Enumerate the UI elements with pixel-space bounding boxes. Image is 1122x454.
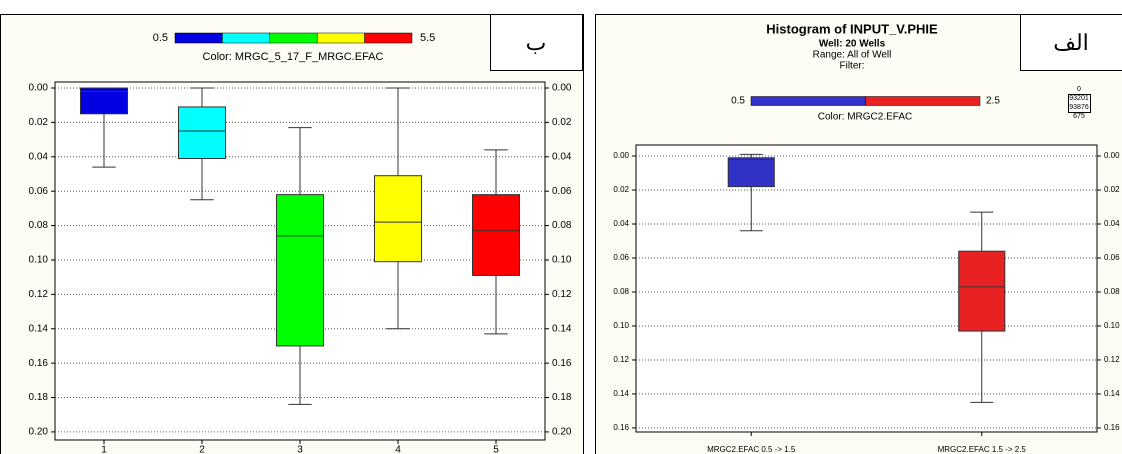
x-tick-label: 4 — [395, 445, 401, 454]
y2-tick-label: 0.00 — [1104, 151, 1120, 160]
y-tick-label: 0.04 — [613, 219, 629, 228]
x-tick-label: 1 — [101, 445, 107, 454]
y2-tick-label: 0.00 — [552, 83, 572, 94]
panel: ب 0.5 5.5 Color: MRGC_5_17_F_MRGC.EFAC 0… — [0, 14, 584, 454]
stats-value: 0 — [1077, 86, 1081, 93]
colorbar-segment — [269, 32, 318, 44]
y-tick-label: 0.02 — [613, 185, 629, 194]
legend-max: 2.5 — [986, 96, 1000, 107]
y-tick-label: 0.06 — [29, 186, 49, 197]
y-tick-label: 0.06 — [613, 253, 629, 262]
panel: الف Histogram of INPUT_V.PHIE Well: 20 W… — [595, 14, 1122, 454]
x-tick-label: 2 — [199, 445, 205, 454]
colorbar-segment — [865, 96, 981, 106]
colorbar-segment — [222, 32, 271, 44]
chart-title: Histogram of INPUT_V.PHIE — [766, 21, 938, 36]
y2-tick-label: 0.14 — [1104, 389, 1120, 398]
y2-tick-label: 0.04 — [1104, 219, 1120, 228]
y2-tick-label: 0.02 — [1104, 185, 1120, 194]
y2-tick-label: 0.18 — [552, 392, 572, 403]
y-tick-label: 0.16 — [613, 423, 629, 432]
color-label: Color: MRGC2.EFAC — [818, 112, 912, 123]
y-tick-label: 0.04 — [29, 151, 49, 162]
y2-tick-label: 0.12 — [1104, 355, 1120, 364]
x-tick-label: MRGC2.EFAC 0.5 -> 1.5 — [707, 445, 796, 454]
y-tick-label: 0.16 — [29, 358, 49, 369]
y2-tick-label: 0.08 — [1104, 287, 1120, 296]
y2-tick-label: 0.06 — [552, 186, 572, 197]
chart-subtitle: Well: 20 Wells — [819, 39, 886, 50]
x-tick-label: 3 — [297, 445, 303, 454]
y2-tick-label: 0.06 — [1104, 253, 1120, 262]
colorbar-segment — [174, 32, 223, 44]
y-tick-label: 0.02 — [29, 117, 49, 128]
plot-area — [635, 144, 1098, 433]
y-tick-label: 0.14 — [613, 389, 629, 398]
y2-tick-label: 0.14 — [552, 323, 572, 334]
y2-tick-label: 0.10 — [552, 255, 572, 266]
y-tick-label: 0.10 — [613, 321, 629, 330]
y2-tick-label: 0.16 — [552, 358, 572, 369]
colorbar-segment — [364, 32, 413, 44]
range-text: Range: All of Well — [813, 50, 892, 61]
y-tick-label: 0.00 — [29, 83, 49, 94]
y-tick-label: 0.14 — [29, 323, 49, 334]
y-tick-label: 0.08 — [29, 220, 49, 231]
y-tick-label: 0.18 — [29, 392, 49, 403]
box — [958, 250, 1006, 332]
y-tick-label: 0.00 — [613, 151, 629, 160]
y-tick-label: 0.10 — [29, 255, 49, 266]
stats-box — [1068, 94, 1091, 113]
stats-value: 675 — [1073, 113, 1085, 120]
y2-tick-label: 0.12 — [552, 289, 572, 300]
y2-tick-label: 0.02 — [552, 117, 572, 128]
legend-min: 0.5 — [731, 96, 745, 107]
x-tick-label: MRGC2.EFAC 1.5 -> 2.5 — [938, 445, 1027, 454]
y2-tick-label: 0.16 — [1104, 423, 1120, 432]
y2-tick-label: 0.08 — [552, 220, 572, 231]
color-label: Color: MRGC_5_17_F_MRGC.EFAC — [203, 51, 384, 63]
label-box — [490, 14, 583, 71]
legend-min: 0.5 — [153, 32, 168, 44]
filter-text: Filter: — [840, 61, 865, 72]
y2-tick-label: 0.20 — [552, 427, 572, 438]
panel-label: ب — [526, 30, 547, 55]
box — [275, 194, 325, 347]
colorbar-segment — [316, 32, 365, 44]
box — [373, 175, 423, 263]
box — [79, 87, 129, 115]
box — [727, 157, 775, 188]
label-box — [1020, 14, 1122, 71]
stats-value: 93201 — [1069, 95, 1089, 102]
y-tick-label: 0.20 — [29, 427, 49, 438]
y-tick-label: 0.12 — [29, 289, 49, 300]
stats-value: 93876 — [1069, 104, 1089, 111]
y2-tick-label: 0.04 — [552, 151, 572, 162]
box — [177, 106, 227, 160]
colorbar-segment — [750, 96, 866, 106]
y-tick-label: 0.08 — [613, 287, 629, 296]
y2-tick-label: 0.10 — [1104, 321, 1120, 330]
box — [471, 194, 521, 276]
x-tick-label: 5 — [493, 445, 499, 454]
y-tick-label: 0.12 — [613, 355, 629, 364]
panel-label: الف — [1053, 30, 1089, 55]
legend-max: 5.5 — [420, 32, 435, 44]
